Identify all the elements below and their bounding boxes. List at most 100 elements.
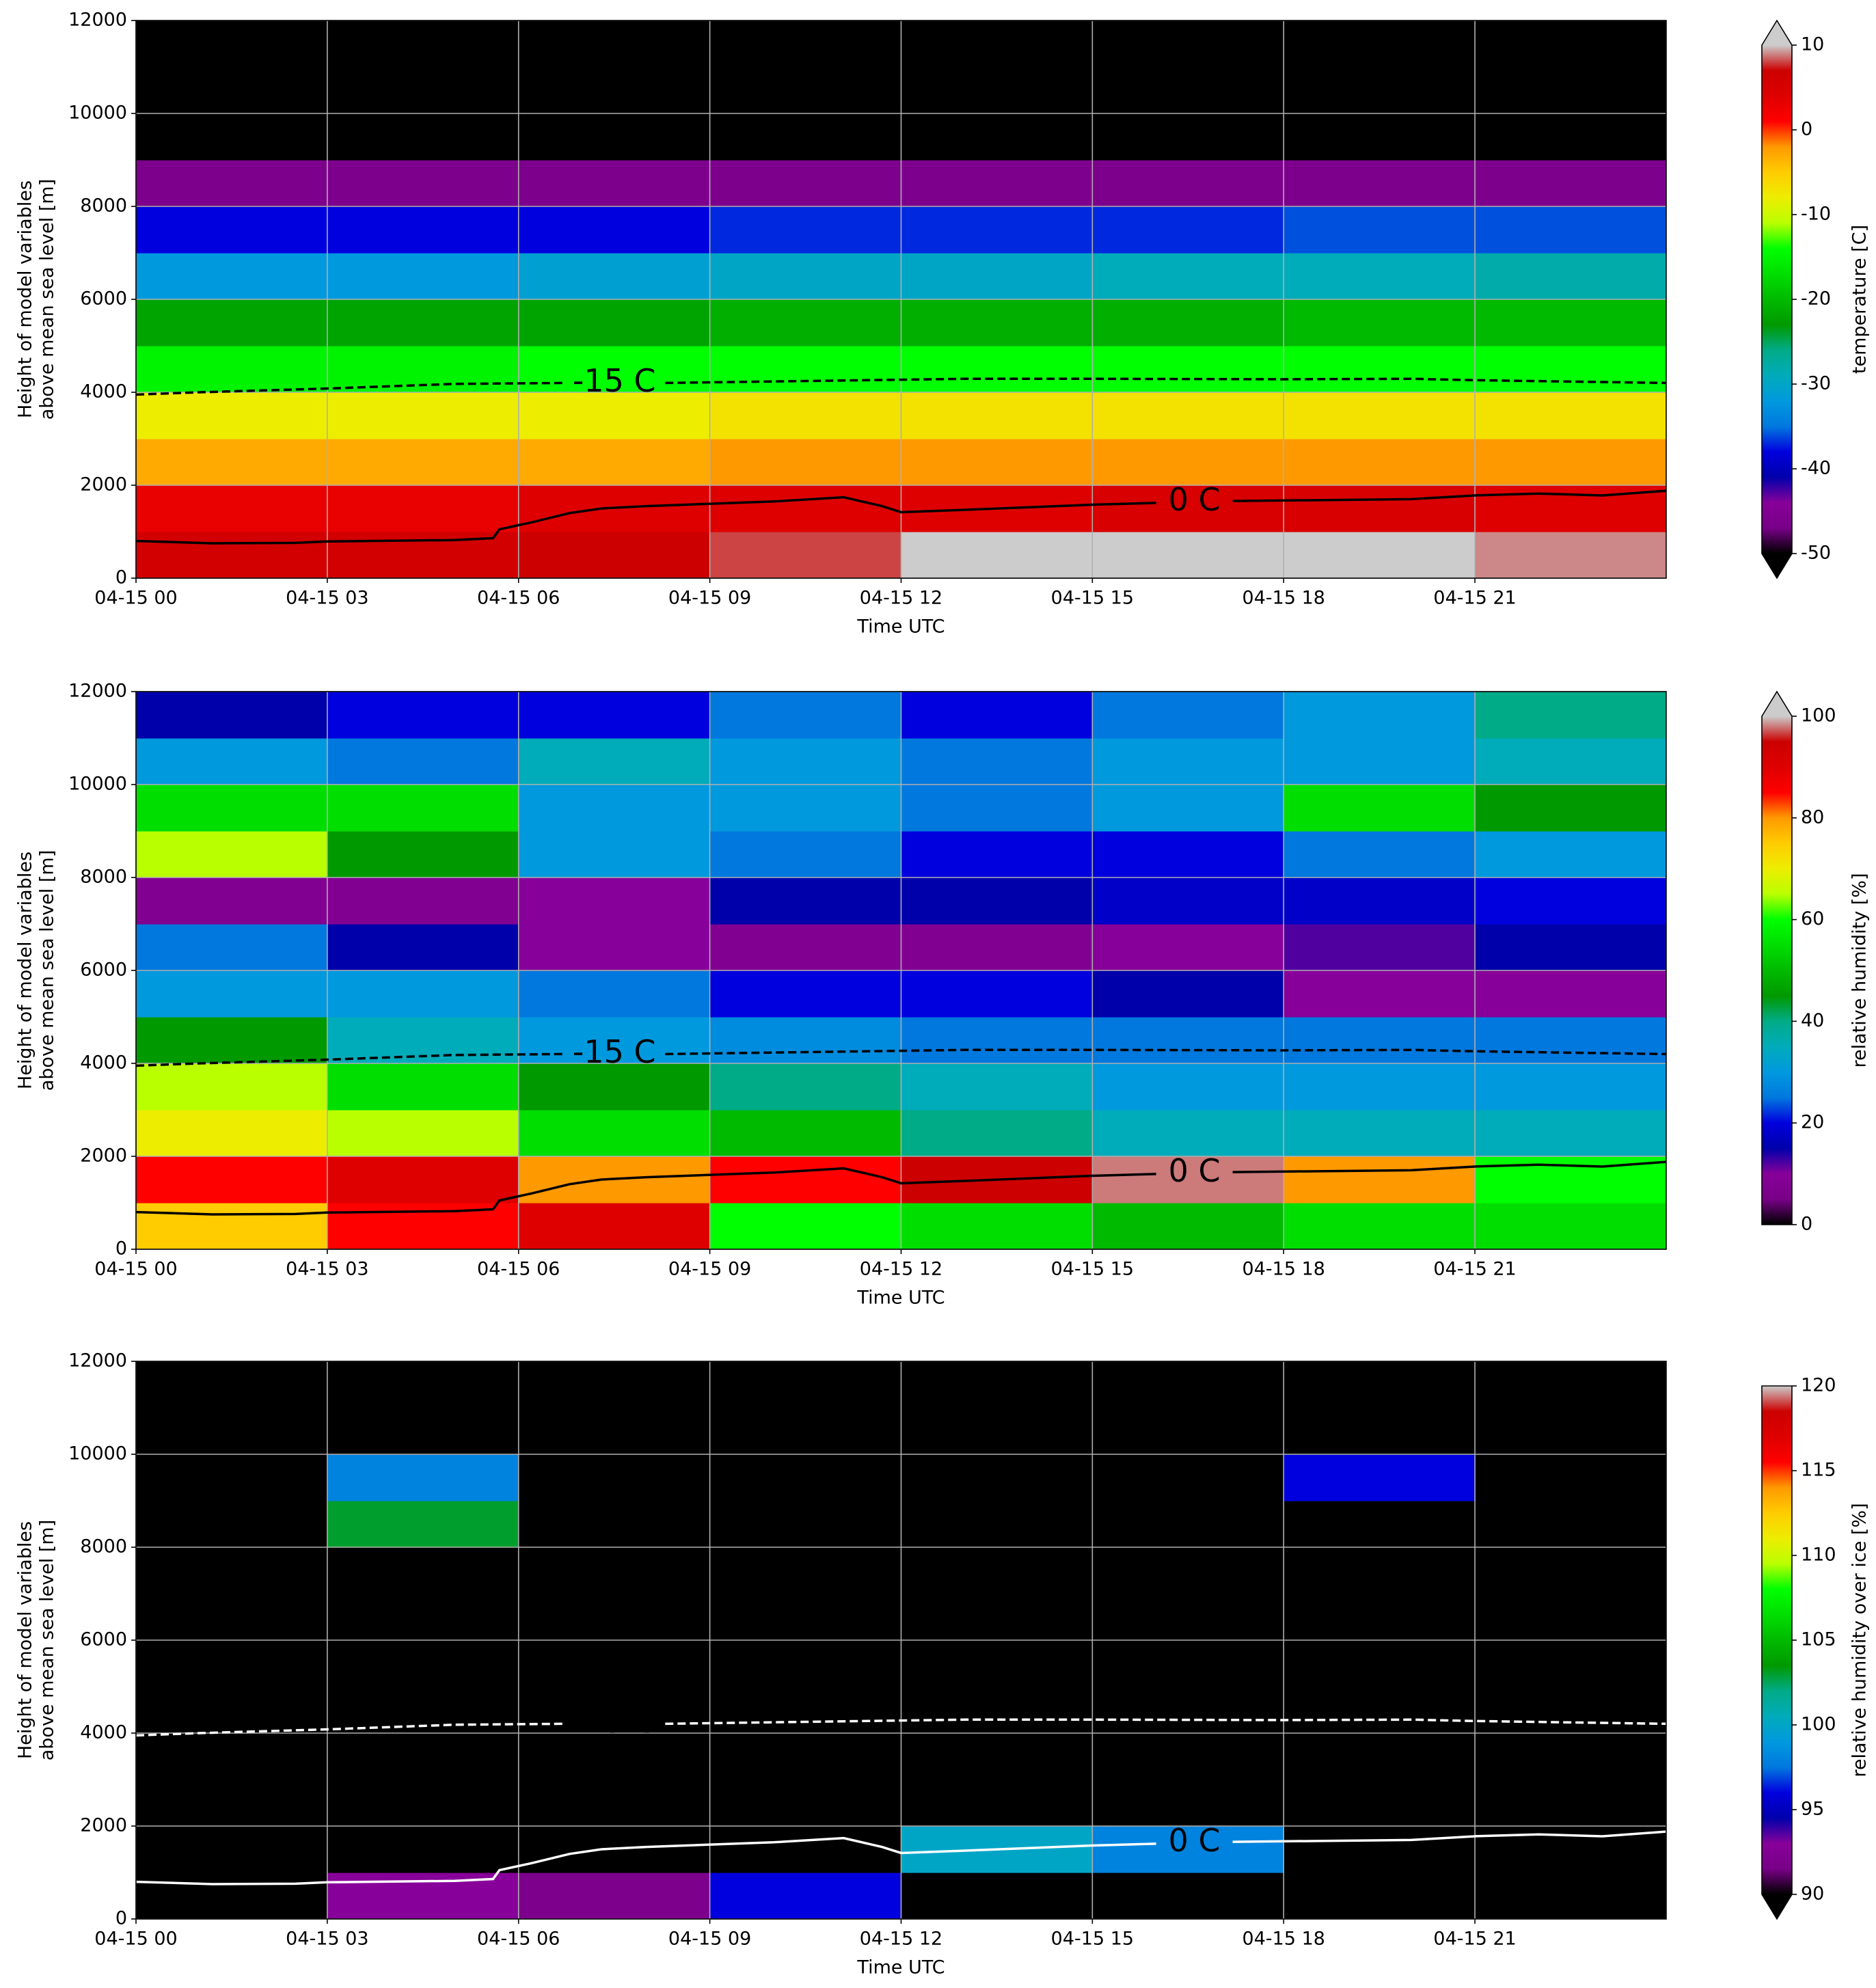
heatmap-cell <box>1475 1063 1666 1111</box>
x-tick-label: 04-15 09 <box>668 1929 751 1950</box>
heatmap-cell <box>1475 206 1666 254</box>
heatmap-cell <box>1092 160 1284 207</box>
x-tick-label: 04-15 18 <box>1242 1929 1325 1950</box>
x-axis-title: Time UTC <box>856 1957 944 1978</box>
heatmap-cell <box>1283 1640 1476 1687</box>
heatmap-cell <box>709 738 902 785</box>
heatmap-cell <box>901 1501 1093 1548</box>
heatmap-cell <box>709 1501 902 1548</box>
heatmap-cell <box>327 692 519 739</box>
heatmap-cell <box>136 970 328 1018</box>
contour-label: 0 C <box>1169 481 1221 518</box>
heatmap-cell <box>901 1733 1093 1780</box>
heatmap-cell <box>1092 924 1284 971</box>
heatmap-cell <box>1092 1780 1284 1827</box>
heatmap-cell <box>1475 1640 1666 1687</box>
heatmap-cell <box>901 21 1093 68</box>
heatmap-cell <box>901 253 1093 300</box>
y-tick-label: 6000 <box>80 288 127 310</box>
heatmap-cell <box>901 206 1093 254</box>
heatmap-cell <box>709 1687 902 1734</box>
heatmap-cell <box>709 1640 902 1687</box>
heatmap-cell <box>901 970 1093 1018</box>
heatmap-cell <box>1092 113 1284 161</box>
heatmap-cell <box>518 1063 711 1111</box>
heatmap-cell <box>1475 1361 1666 1408</box>
heatmap-cell <box>1475 346 1666 393</box>
heatmap-cell <box>709 785 902 832</box>
heatmap-cell <box>518 877 711 925</box>
heatmap-cell <box>709 1826 902 1873</box>
heatmap-cell <box>518 160 711 207</box>
heatmap <box>136 21 1666 578</box>
heatmap-cell <box>709 1547 902 1594</box>
heatmap-cell <box>518 67 711 114</box>
heatmap-cell <box>327 253 519 300</box>
heatmap-cell <box>327 738 519 785</box>
heatmap-cell <box>1283 1780 1476 1827</box>
colorbar-extend <box>1762 21 1792 45</box>
heatmap-cell <box>1092 299 1284 346</box>
x-tick-label: 04-15 03 <box>286 1259 368 1280</box>
contour-line <box>135 1167 1156 1216</box>
y-axis-title: above mean sea level [m] <box>37 1520 58 1761</box>
heatmap-cell <box>901 1873 1093 1919</box>
heatmap-cell <box>709 1594 902 1641</box>
heatmap-cell <box>709 1780 902 1827</box>
heatmap-cell <box>901 692 1093 739</box>
heatmap-cell <box>1283 1826 1476 1873</box>
heatmap-cell <box>709 1017 902 1064</box>
heatmap-cell <box>709 877 902 925</box>
y-tick-label: 2000 <box>80 1145 127 1167</box>
y-tick-label: 0 <box>115 567 127 588</box>
heatmap-cell <box>136 1156 328 1203</box>
heatmap-cell <box>1283 1361 1476 1408</box>
y-axis-title: above mean sea level [m] <box>37 850 58 1091</box>
heatmap-cell <box>1283 1454 1476 1501</box>
y-tick-label: 8000 <box>80 867 127 888</box>
heatmap-cell <box>1475 1501 1666 1548</box>
x-tick-label: 04-15 12 <box>860 1929 942 1950</box>
heatmap-cell <box>1283 21 1476 68</box>
contour-line <box>135 381 564 396</box>
heatmap-cell <box>1475 1594 1666 1641</box>
heatmap-cell <box>1092 785 1284 832</box>
heatmap-cell <box>901 877 1093 925</box>
x-axis-title: Time UTC <box>856 616 944 638</box>
heatmap-cell <box>136 1501 328 1548</box>
colorbar <box>1762 45 1792 554</box>
colorbar <box>1762 1386 1792 1894</box>
heatmap-cell <box>709 160 902 207</box>
contour-line <box>665 1718 1667 1726</box>
heatmap-cell <box>1092 1873 1284 1919</box>
y-axis-title: Height of model variables <box>15 1521 36 1759</box>
heatmap-cell <box>1475 253 1666 300</box>
heatmap-cell <box>518 924 711 971</box>
heatmap-cell <box>1283 299 1476 346</box>
heatmap-cell <box>327 924 519 971</box>
heatmap-cell <box>709 392 902 439</box>
heatmap-cell <box>1475 113 1666 161</box>
plot-frame <box>135 691 1667 1250</box>
heatmap-cell <box>1283 1594 1476 1641</box>
colorbar-frame <box>1761 690 1793 1225</box>
heatmap-cell <box>709 1408 902 1455</box>
heatmap-cell <box>1092 346 1284 393</box>
heatmap-cell <box>709 346 902 393</box>
heatmap-cell <box>518 21 711 68</box>
x-tick-label: 04-15 21 <box>1433 588 1516 609</box>
colorbar-tick-label: 100 <box>1801 705 1836 726</box>
heatmap-cell <box>327 439 519 486</box>
heatmap-cell <box>136 21 328 68</box>
y-tick-label: 12000 <box>68 1350 127 1372</box>
colorbar-tick-label: -50 <box>1801 543 1831 564</box>
heatmap-cell <box>136 924 328 971</box>
colorbar-tick-label: -40 <box>1801 458 1831 479</box>
heatmap-cell <box>1283 970 1476 1018</box>
heatmap-cell <box>136 532 328 578</box>
heatmap-cell <box>518 206 711 254</box>
colorbar-tick-label: 90 <box>1801 1883 1824 1905</box>
heatmap-cell <box>1283 1501 1476 1548</box>
colorbar-tick-label: 40 <box>1801 1010 1824 1031</box>
heatmap-cell <box>327 1594 519 1641</box>
